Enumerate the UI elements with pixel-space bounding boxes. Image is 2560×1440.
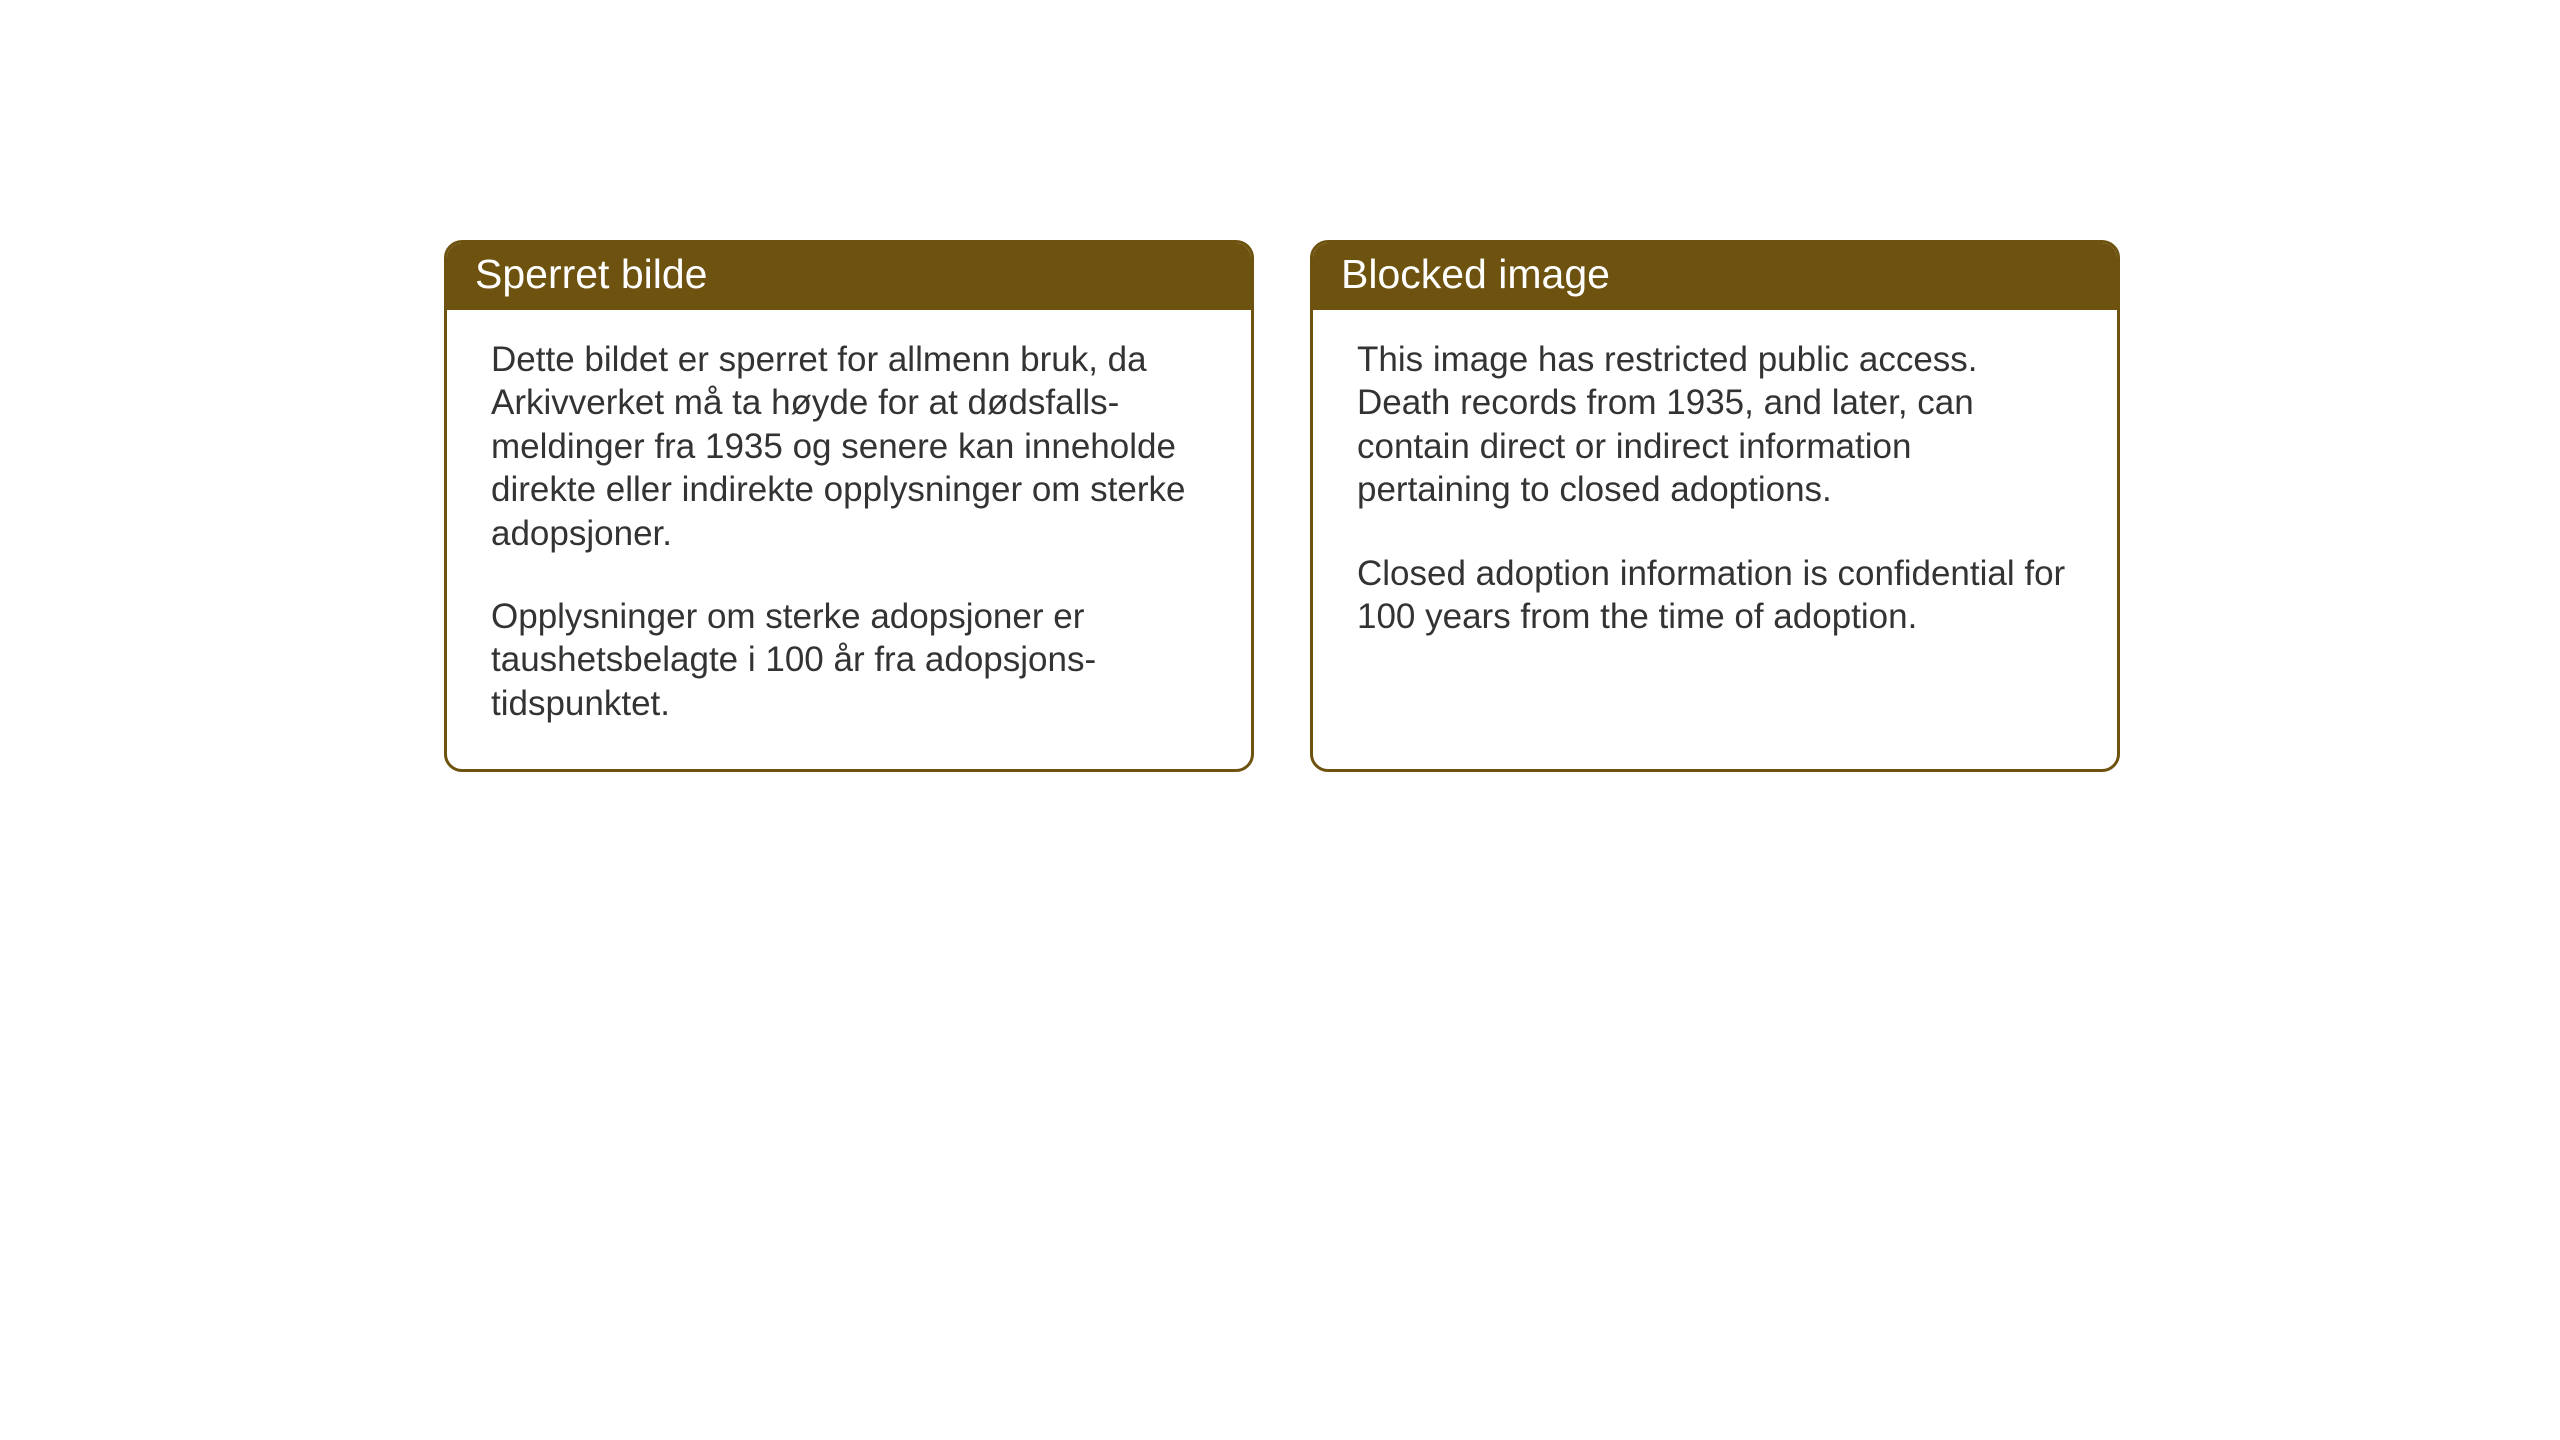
- card-header-english: Blocked image: [1313, 243, 2117, 310]
- card-title-norwegian: Sperret bilde: [475, 251, 707, 297]
- card-paragraph2-norwegian: Opplysninger om sterke adopsjoner er tau…: [491, 595, 1207, 725]
- cards-container: Sperret bilde Dette bildet er sperret fo…: [444, 240, 2120, 772]
- card-paragraph1-norwegian: Dette bildet er sperret for allmenn bruk…: [491, 338, 1207, 555]
- card-header-norwegian: Sperret bilde: [447, 243, 1251, 310]
- card-body-english: This image has restricted public access.…: [1313, 310, 2117, 682]
- card-english: Blocked image This image has restricted …: [1310, 240, 2120, 772]
- card-norwegian: Sperret bilde Dette bildet er sperret fo…: [444, 240, 1254, 772]
- card-body-norwegian: Dette bildet er sperret for allmenn bruk…: [447, 310, 1251, 769]
- card-title-english: Blocked image: [1341, 251, 1610, 297]
- card-paragraph1-english: This image has restricted public access.…: [1357, 338, 2073, 512]
- card-paragraph2-english: Closed adoption information is confident…: [1357, 552, 2073, 639]
